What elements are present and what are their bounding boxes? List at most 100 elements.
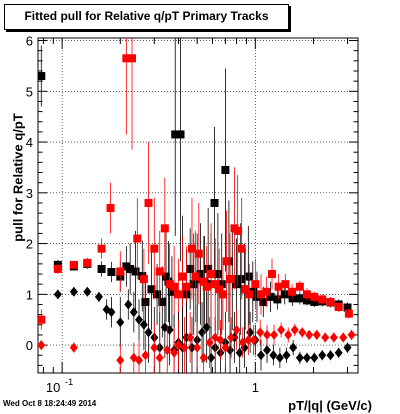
data-point-square (344, 309, 353, 318)
data-point-diamond (334, 347, 343, 358)
data-point-square (199, 277, 208, 286)
data-point-square (252, 292, 261, 301)
data-point-diamond (94, 291, 103, 302)
data-point-diamond (129, 307, 138, 318)
data-point-square (178, 272, 187, 281)
data-point-square (251, 280, 260, 289)
data-point-diamond (232, 324, 241, 335)
data-point-square (167, 287, 176, 296)
data-point-diamond (249, 335, 258, 346)
data-point-square (122, 54, 131, 63)
data-point-square (259, 297, 268, 306)
data-point-square (97, 244, 106, 253)
data-point-diamond (244, 335, 253, 346)
timestamp: Wed Oct 8 18:24:49 2014 (3, 399, 97, 408)
data-point-diamond (135, 355, 144, 366)
data-point-diamond (282, 350, 291, 361)
data-point-diamond (170, 347, 179, 358)
series-0 (38, 38, 352, 341)
data-point-diamond (257, 350, 266, 361)
data-point-diamond (298, 327, 307, 338)
data-point-diamond (347, 329, 356, 340)
data-point-square (182, 282, 191, 291)
data-point-diamond (205, 337, 214, 348)
data-point-square (268, 270, 277, 279)
data-point-diamond (150, 342, 159, 353)
data-point-square (97, 264, 106, 273)
axis-ticks: 0 1 2 3 4 5 6 10 -1 1 (26, 34, 358, 395)
data-point-square (162, 272, 171, 281)
data-point-square (174, 290, 183, 299)
y-tick-label: 2 (26, 237, 33, 252)
data-point-diamond (339, 332, 348, 343)
data-point-square (186, 264, 195, 273)
data-point-square (128, 54, 137, 63)
x-axis-label: pT/|q| (GeV/c) (288, 398, 372, 413)
grid-group (38, 38, 358, 373)
y-tick-label: 4 (26, 135, 33, 150)
data-point-diamond (163, 345, 172, 356)
data-point-diamond (69, 286, 78, 297)
data-point-diamond (295, 352, 304, 363)
data-point-diamond (277, 324, 286, 335)
data-point-square (233, 226, 242, 235)
data-point-square (171, 130, 180, 139)
data-point-diamond (38, 340, 46, 351)
data-point-square (210, 198, 219, 207)
data-point-square (273, 295, 282, 304)
data-point-square (281, 280, 290, 289)
data-point-square (326, 297, 335, 306)
data-point-square (189, 280, 198, 289)
data-point-square (237, 244, 246, 253)
data-point-square (302, 290, 311, 299)
data-point-diamond (83, 286, 92, 297)
y-tick-label: 1 (26, 287, 33, 302)
data-point-diamond (174, 340, 183, 351)
y-tick-label: 3 (26, 186, 33, 201)
data-point-diamond (207, 352, 216, 363)
chart-title: Fitted pull for Relative q/pT Primary Tr… (24, 9, 269, 23)
data-point-square (38, 315, 46, 324)
data-point-square (158, 297, 167, 306)
data-point-diamond (284, 329, 293, 340)
data-point-diamond (139, 319, 148, 330)
data-point-square (107, 267, 116, 276)
data-point-diamond (155, 352, 164, 363)
data-point-square (236, 275, 245, 284)
data-point-square (241, 285, 250, 294)
data-point-square (191, 272, 200, 281)
data-point-diamond (305, 329, 314, 340)
data-point-diamond (269, 350, 278, 361)
data-point-square (244, 272, 253, 281)
series-1 (38, 38, 353, 330)
data-point-diamond (53, 289, 62, 300)
data-point-square (165, 280, 174, 289)
data-point-square (116, 267, 125, 276)
x-tick-label-0.1-exponent: -1 (65, 377, 73, 387)
data-point-diamond (343, 342, 352, 353)
data-point-square (257, 290, 266, 299)
data-point-diamond (321, 332, 330, 343)
data-point-diamond (199, 352, 208, 363)
data-point-square (207, 270, 216, 279)
data-point-square (310, 292, 319, 301)
data-point-square (221, 165, 230, 174)
data-point-diamond (202, 322, 211, 333)
data-point-square (274, 282, 283, 291)
data-point-diamond (221, 342, 230, 353)
data-point-square (53, 264, 62, 273)
data-point-diamond (263, 329, 272, 340)
data-point-square (334, 303, 343, 312)
data-point-square (215, 285, 224, 294)
data-point-square (295, 294, 304, 303)
data-point-square (343, 303, 352, 312)
data-point-square (280, 290, 289, 299)
x-tick-label-0.1: 10 (46, 380, 60, 395)
data-point-square (160, 224, 169, 233)
data-point-diamond (135, 314, 144, 325)
data-point-square (147, 285, 156, 294)
data-point-square (222, 257, 231, 266)
data-group (38, 38, 356, 373)
data-point-diamond (310, 352, 319, 363)
